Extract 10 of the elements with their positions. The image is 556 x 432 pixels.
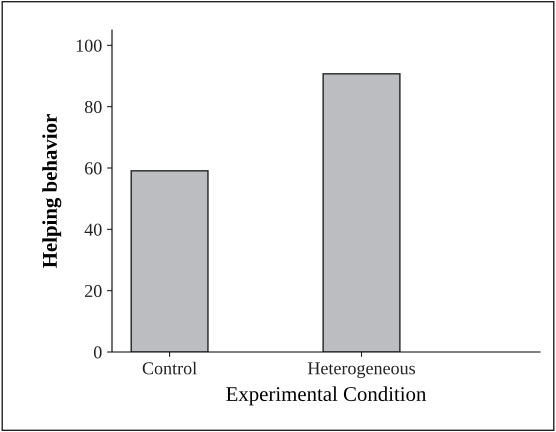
y-tick-label: 100 <box>76 40 102 52</box>
y-tick-label: 80 <box>84 100 102 114</box>
x-tick-label: Control <box>142 362 197 374</box>
y-tick-label: 20 <box>85 284 102 298</box>
y-tick-label: 0 <box>94 346 102 358</box>
y-tick-label: 40 <box>84 224 102 236</box>
x-axis-title: Experimental Condition <box>226 386 426 406</box>
y-axis-title: Helping behavior <box>42 114 62 268</box>
y-tick-label: 60 <box>85 162 102 174</box>
x-tick-label: Heterogeneous <box>308 362 415 378</box>
